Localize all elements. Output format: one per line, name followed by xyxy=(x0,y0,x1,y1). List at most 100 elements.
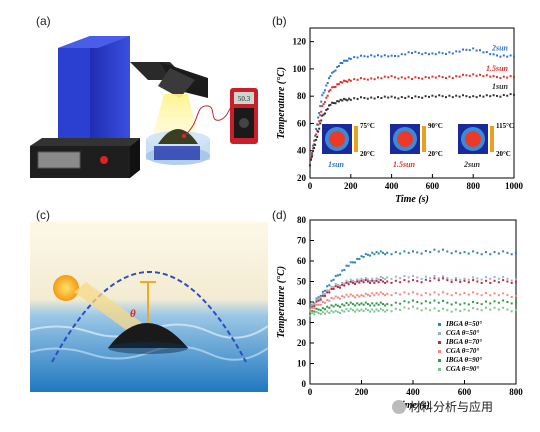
data-point xyxy=(313,143,316,146)
data-point xyxy=(373,281,376,284)
data-point xyxy=(510,310,513,313)
data-point xyxy=(499,95,502,98)
data-point xyxy=(326,298,329,301)
data-point xyxy=(492,53,495,56)
data-point xyxy=(489,281,492,284)
data-point xyxy=(370,96,373,99)
data-point xyxy=(354,261,357,264)
data-point xyxy=(403,291,406,294)
data-point xyxy=(328,291,331,294)
data-point xyxy=(383,54,386,57)
data-point xyxy=(348,97,351,100)
data-point xyxy=(339,284,342,287)
data-point xyxy=(467,293,470,296)
data-point xyxy=(381,277,384,280)
data-point xyxy=(336,66,339,69)
data-point xyxy=(315,133,318,136)
data-point xyxy=(485,74,488,77)
data-point xyxy=(349,261,352,264)
data-point xyxy=(404,77,407,80)
data-point xyxy=(362,279,365,282)
data-point xyxy=(313,303,316,306)
data-point xyxy=(318,112,321,115)
data-point xyxy=(441,95,444,98)
data-point xyxy=(332,311,335,314)
data-point xyxy=(437,309,440,312)
scale-max: 75°C xyxy=(360,122,375,130)
data-point xyxy=(343,304,346,307)
data-point xyxy=(349,278,352,281)
data-point xyxy=(407,251,410,254)
data-point xyxy=(317,311,320,314)
data-point xyxy=(319,313,322,316)
data-point xyxy=(480,281,483,284)
data-point xyxy=(319,122,322,125)
data-point xyxy=(433,274,436,277)
data-point xyxy=(366,303,369,306)
data-point xyxy=(339,98,342,101)
data-point xyxy=(356,302,359,305)
data-point xyxy=(356,97,359,100)
data-point xyxy=(502,275,505,278)
data-point xyxy=(390,294,393,297)
data-point xyxy=(353,78,356,81)
data-point xyxy=(472,276,475,279)
data-point xyxy=(442,299,445,302)
data-point xyxy=(386,280,389,283)
data-point xyxy=(450,303,453,306)
x-axis-label: Time (s) xyxy=(395,194,429,205)
data-point xyxy=(433,248,436,251)
data-point xyxy=(463,251,466,254)
panel-label-d: (d) xyxy=(272,208,287,222)
data-point xyxy=(371,279,374,282)
legend-marker xyxy=(438,368,441,371)
data-point xyxy=(467,309,470,312)
data-point xyxy=(344,80,347,83)
data-point xyxy=(484,279,487,282)
data-point xyxy=(420,309,423,312)
data-point xyxy=(313,307,316,310)
data-point xyxy=(329,103,332,106)
data-point xyxy=(489,53,492,56)
data-point xyxy=(375,292,378,295)
data-point xyxy=(446,279,449,282)
data-point xyxy=(458,50,461,53)
data-point xyxy=(345,293,348,296)
y-tick-label: 100 xyxy=(293,64,307,74)
color-scale-bar xyxy=(354,126,358,152)
data-point xyxy=(321,105,324,108)
data-point xyxy=(346,99,349,102)
data-point xyxy=(502,250,505,253)
data-point xyxy=(489,253,492,256)
data-point xyxy=(336,296,339,299)
solar-simulator-illustration: 50.3 xyxy=(30,36,258,178)
data-point xyxy=(330,309,333,312)
data-point xyxy=(331,71,334,74)
data-point xyxy=(320,119,323,122)
data-point xyxy=(349,280,352,283)
data-point xyxy=(513,76,515,79)
data-point xyxy=(346,80,349,83)
data-point xyxy=(446,250,449,253)
data-point xyxy=(484,300,487,303)
data-point xyxy=(349,307,352,310)
data-point xyxy=(336,83,339,86)
data-point xyxy=(448,94,451,97)
data-point xyxy=(404,97,407,100)
data-point xyxy=(364,277,367,280)
data-point xyxy=(345,308,348,311)
data-point xyxy=(351,281,354,284)
data-point xyxy=(366,78,369,81)
data-point xyxy=(371,251,374,254)
thermal-hotspot xyxy=(397,131,413,147)
data-point xyxy=(344,98,347,101)
data-point xyxy=(412,250,414,253)
scale-max: 90°C xyxy=(428,122,443,130)
data-point xyxy=(468,49,471,52)
data-point xyxy=(438,51,441,54)
data-point xyxy=(412,299,414,302)
data-point xyxy=(315,298,318,301)
data-point xyxy=(489,95,492,98)
data-point xyxy=(480,309,483,312)
data-point xyxy=(358,309,361,312)
